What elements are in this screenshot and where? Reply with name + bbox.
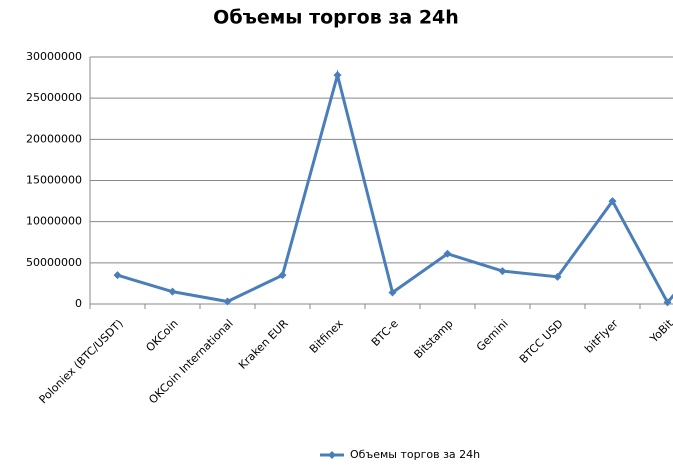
legend-label: Объемы торгов за 24h xyxy=(350,448,480,461)
point-marker xyxy=(113,271,122,280)
x-tick-label: bitFlyer xyxy=(582,317,621,356)
y-tick-label: 15000000 xyxy=(26,174,82,187)
y-tick-label: 30000000 xyxy=(26,50,82,63)
y-tick-label: 10000000 xyxy=(26,215,82,228)
y-tick-label: 0 xyxy=(75,297,82,310)
x-tick-label: OKCoin xyxy=(143,317,180,354)
x-tick-label: BTCC USD xyxy=(517,317,566,366)
point-marker xyxy=(388,288,397,297)
point-marker xyxy=(278,271,287,280)
x-tick-label: Kraken EUR xyxy=(236,317,291,372)
x-tick-label: Gemini xyxy=(474,317,511,354)
x-tick-label: Bitfinex xyxy=(307,317,346,356)
point-marker xyxy=(498,267,507,276)
point-marker xyxy=(168,287,177,296)
series-line xyxy=(117,69,673,305)
y-tick-label: 50000000 xyxy=(26,256,82,269)
y-tick-label: 20000000 xyxy=(26,132,82,145)
point-marker xyxy=(608,197,617,206)
x-tick-label: Bitstamp xyxy=(412,317,456,361)
point-marker xyxy=(443,249,452,258)
point-marker xyxy=(333,71,342,80)
point-marker xyxy=(663,298,672,307)
point-marker xyxy=(223,297,232,306)
y-tick-label: 25000000 xyxy=(26,91,82,104)
x-tick-label: Poloniex (BTC/USDT) xyxy=(37,317,126,406)
x-tick-label: BTC-e xyxy=(369,317,401,349)
x-tick-label: YoBit xyxy=(647,317,673,346)
point-marker xyxy=(553,272,562,281)
legend-marker xyxy=(328,451,336,459)
chart-title: Объемы торгов за 24h xyxy=(213,7,459,29)
